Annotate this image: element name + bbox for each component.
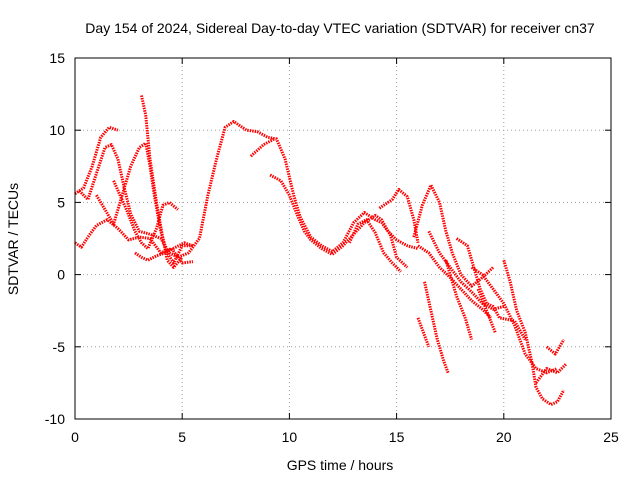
grid	[75, 58, 611, 419]
series-sat-a	[74, 125, 119, 195]
y-tick-label: 0	[57, 267, 65, 283]
y-tick-label: -5	[53, 339, 66, 355]
series-sat-g	[134, 241, 194, 262]
series-sat-o	[416, 317, 431, 348]
series-sat-m	[417, 244, 492, 319]
series-sat-k	[378, 187, 420, 244]
chart-title: Day 154 of 2024, Sidereal Day-to-day VTE…	[85, 20, 595, 36]
series-sat-c	[78, 120, 409, 269]
series-sat-d	[95, 141, 193, 265]
series-sat-j	[348, 218, 402, 273]
series-sat-n	[423, 281, 450, 374]
series-sat-b	[74, 218, 194, 265]
y-tick-label: 15	[49, 50, 65, 66]
series-sat-t	[545, 338, 566, 356]
y-tick-label: 10	[49, 122, 65, 138]
series-sat-f	[140, 95, 184, 269]
y-tick-label: 5	[57, 194, 65, 210]
data-series	[74, 95, 568, 407]
series-sat-v	[444, 259, 474, 341]
x-tick-label: 10	[282, 429, 298, 445]
series-sat-i	[269, 173, 419, 256]
y-tick-label: -10	[45, 411, 65, 427]
x-tick-label: 5	[178, 429, 186, 445]
y-axis-label: SDTVAR / TECUs	[5, 183, 21, 295]
x-axis-label: GPS time / hours	[287, 457, 394, 473]
series-sat-p	[427, 230, 505, 311]
x-tick-label: 20	[496, 429, 512, 445]
series-sat-e	[112, 180, 179, 251]
series-sat-q	[455, 237, 527, 341]
series-sat-u	[534, 363, 568, 384]
x-tick-label: 15	[389, 429, 405, 445]
x-tick-label: 0	[71, 429, 79, 445]
plot-frame	[74, 57, 612, 420]
axis-ticks: 0 5 10 15 20 25 -10 -5 0 5 10 15	[45, 50, 619, 445]
series-sat-l	[412, 183, 495, 288]
series-sat-r	[470, 266, 558, 375]
x-tick-label: 25	[603, 429, 619, 445]
series-sat-w	[476, 288, 497, 333]
series-sat-s	[502, 259, 566, 407]
series-sat-h	[249, 137, 276, 158]
